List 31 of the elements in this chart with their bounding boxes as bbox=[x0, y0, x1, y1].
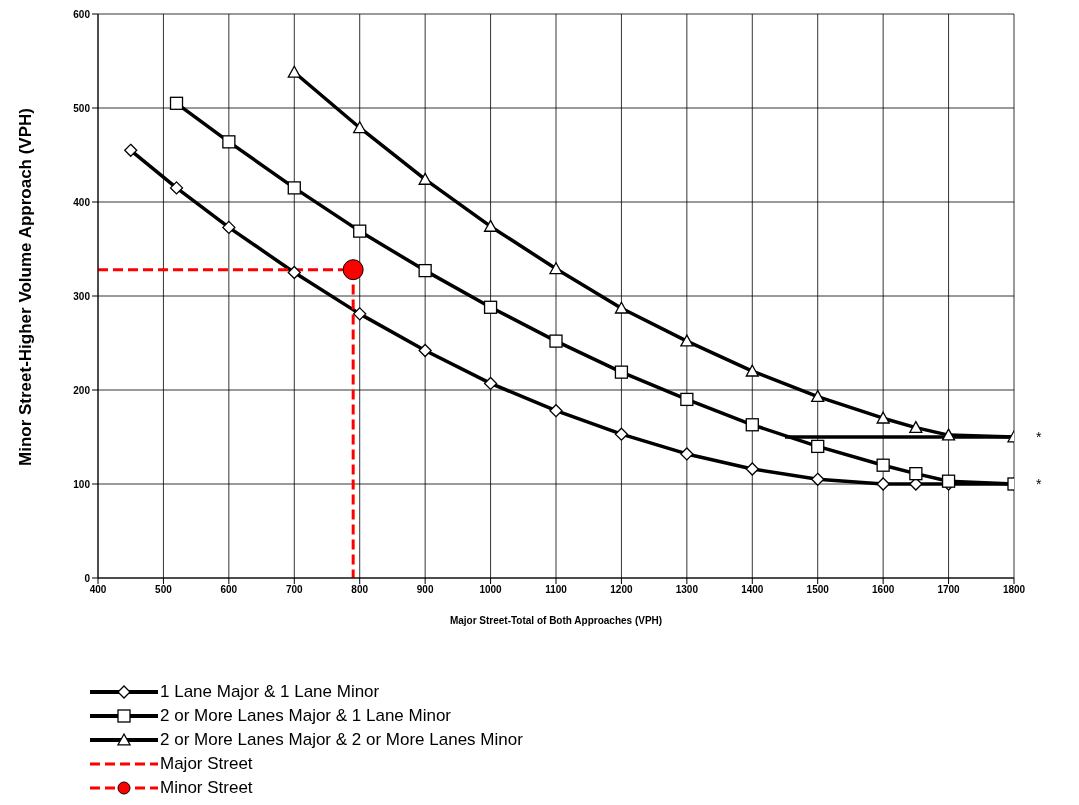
y-tick-label: 200 bbox=[73, 384, 91, 396]
x-tick-label: 500 bbox=[155, 584, 173, 596]
legend-label: Major Street bbox=[160, 753, 253, 775]
y-axis-title: Minor Street-Higher Volume Approach (VPH) bbox=[16, 108, 36, 466]
x-tick-label: 1100 bbox=[545, 584, 568, 596]
annotation: * bbox=[1036, 428, 1042, 446]
legend-label: Minor Street bbox=[160, 777, 253, 799]
x-tick-label: 400 bbox=[89, 584, 107, 596]
x-tick-label: 1600 bbox=[872, 584, 895, 596]
x-tick-label: 1400 bbox=[741, 584, 764, 596]
y-tick-label: 500 bbox=[73, 102, 91, 114]
y-tick-label: 0 bbox=[84, 572, 91, 584]
x-tick-label: 800 bbox=[351, 584, 369, 596]
legend-label: 1 Lane Major & 1 Lane Minor bbox=[160, 681, 380, 703]
y-tick-label: 300 bbox=[73, 290, 91, 302]
y-tick-label: 100 bbox=[73, 478, 91, 490]
x-tick-label: 900 bbox=[416, 584, 434, 596]
y-tick-label: 400 bbox=[73, 196, 91, 208]
annotation: * bbox=[1036, 475, 1042, 493]
x-tick-label: 1800 bbox=[1002, 584, 1026, 596]
x-tick-label: 600 bbox=[220, 584, 238, 596]
x-tick-label: 1000 bbox=[479, 584, 503, 596]
x-tick-label: 1300 bbox=[675, 584, 699, 596]
x-axis-title: Major Street-Total of Both Approaches (VPH) bbox=[449, 615, 663, 626]
legend-label: 2 or More Lanes Major & 2 or More Lanes Minor bbox=[160, 729, 523, 751]
legend-label: 2 or More Lanes Major & 1 Lane Minor bbox=[160, 705, 452, 727]
x-tick-label: 1500 bbox=[806, 584, 830, 596]
y-tick-label: 600 bbox=[73, 8, 91, 20]
x-tick-label: 700 bbox=[285, 584, 304, 596]
x-tick-label: 1200 bbox=[610, 584, 633, 596]
x-tick-label: 1700 bbox=[937, 584, 961, 596]
